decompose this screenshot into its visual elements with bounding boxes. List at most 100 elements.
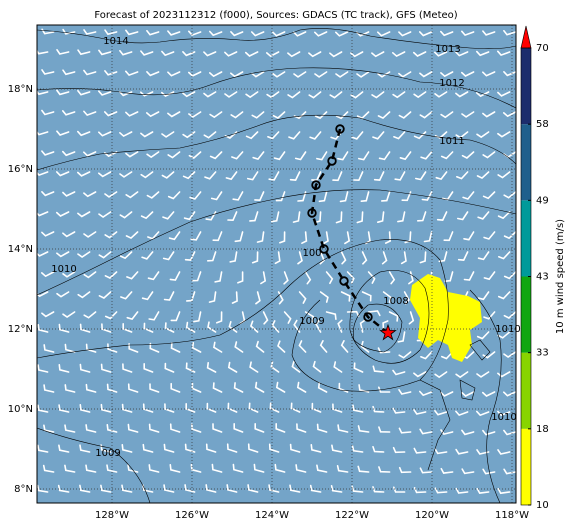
- wind-barb: [182, 51, 196, 57]
- wind-barb: [214, 271, 223, 283]
- wind-barb: [283, 271, 289, 285]
- wind-barb: [62, 311, 76, 318]
- wind-barb: [461, 468, 475, 475]
- wind-barb: [149, 383, 160, 393]
- wind-barb: [497, 449, 511, 455]
- wind-barb: [394, 171, 406, 181]
- wind-barb: [106, 383, 118, 393]
- wind-barb: [308, 91, 322, 99]
- lat-label: 10°N: [8, 404, 33, 415]
- wind-barb: [170, 311, 181, 322]
- wind-barb: [382, 291, 392, 303]
- wind-barb: [208, 291, 217, 303]
- wind-barb: [419, 428, 433, 435]
- wind-barb: [188, 151, 202, 159]
- wind-barb: [41, 69, 55, 75]
- wind-barb: [146, 151, 160, 159]
- wind-barb: [461, 391, 475, 397]
- wind-barb: [234, 341, 244, 353]
- wind-barb: [372, 405, 385, 413]
- wind-barb: [440, 429, 454, 436]
- colorbar-segment: [521, 124, 531, 201]
- wind-barb: [146, 71, 160, 77]
- wind-barb: [77, 291, 91, 299]
- wind-barb: [125, 231, 139, 240]
- wind-barb: [106, 464, 118, 473]
- wind-barb: [398, 351, 412, 359]
- wind-barb: [272, 71, 286, 78]
- wind-barb: [316, 464, 328, 473]
- contour-label: 1009: [299, 316, 324, 327]
- wind-barb: [314, 31, 328, 37]
- wind-barb: [143, 322, 154, 333]
- wind-barb: [122, 323, 133, 333]
- wind-barb: [85, 424, 97, 433]
- wind-barb: [476, 449, 490, 455]
- wind-barb: [503, 468, 516, 475]
- wind-barb: [339, 191, 349, 203]
- wind-barb: [141, 251, 154, 260]
- wind-barb: [367, 310, 381, 317]
- wind-barb: [37, 171, 49, 177]
- colorbar-tick-label: 43: [536, 272, 549, 283]
- wind-barb: [311, 402, 322, 413]
- wind-barb: [319, 340, 328, 353]
- track-line: [310, 128, 389, 334]
- wind-barb: [398, 389, 412, 395]
- wind-barb: [357, 425, 370, 433]
- wind-barb: [245, 51, 259, 57]
- wind-barb: [140, 211, 154, 220]
- wind-barb: [225, 171, 238, 181]
- wind-barb: [381, 251, 388, 265]
- wind-barb: [419, 251, 427, 264]
- wind-barb: [41, 231, 55, 237]
- wind-barb: [434, 410, 448, 416]
- wind-barb: [497, 488, 511, 495]
- wind-barb: [455, 487, 469, 494]
- wind-barb: [255, 340, 265, 353]
- wind-barb: [377, 211, 385, 223]
- wind-barb: [392, 407, 406, 414]
- wind-barb: [463, 231, 475, 241]
- wind-barb: [85, 343, 97, 353]
- wind-barb: [497, 171, 511, 179]
- wind-barb: [64, 464, 76, 473]
- wind-barb: [58, 323, 70, 333]
- wind-barb: [275, 191, 286, 202]
- wind-barb: [455, 131, 469, 139]
- wind-barb: [316, 423, 328, 433]
- wind-barb: [37, 484, 49, 493]
- wind-barb: [79, 404, 91, 413]
- wind-barb: [253, 463, 265, 473]
- wind-barb: [400, 251, 407, 265]
- wind-barb: [325, 311, 337, 320]
- wind-barb: [203, 51, 217, 57]
- wind-barb: [249, 320, 259, 333]
- wind-barb: [482, 391, 496, 397]
- wind-barb: [335, 211, 343, 224]
- wind-barb: [126, 311, 139, 321]
- wind-barb: [41, 150, 55, 156]
- colorbar-tick-label: 33: [536, 348, 549, 359]
- wind-barb: [107, 343, 118, 353]
- wind-barb: [142, 403, 154, 413]
- wind-barb: [37, 49, 49, 55]
- wind-barb: [85, 383, 97, 393]
- wind-barb: [188, 111, 202, 118]
- wind-barb: [373, 171, 385, 181]
- wind-barb: [146, 111, 160, 118]
- wind-barb: [457, 251, 469, 261]
- wind-barb: [401, 191, 412, 202]
- wind-barb: [251, 31, 265, 37]
- wind-barb: [434, 51, 448, 57]
- wind-barb: [140, 50, 154, 56]
- wind-barb: [57, 484, 70, 493]
- wind-barb: [167, 111, 181, 118]
- wind-barb: [169, 271, 181, 281]
- track-point: [363, 312, 373, 322]
- wind-barb: [62, 28, 76, 35]
- wind-barb: [104, 231, 118, 239]
- wind-barb: [404, 231, 412, 244]
- wind-barb: [482, 151, 496, 159]
